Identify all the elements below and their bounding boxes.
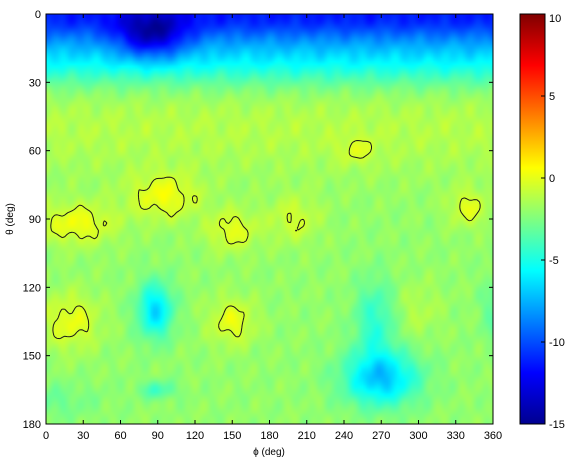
y-tick-label: 120 bbox=[23, 282, 41, 294]
x-tick-label: 60 bbox=[114, 430, 126, 442]
x-axis-label: ϕ (deg) bbox=[253, 447, 285, 458]
y-tick-label: 150 bbox=[23, 351, 41, 363]
y-tick-label: 90 bbox=[29, 214, 41, 226]
x-tick-label: 300 bbox=[409, 430, 427, 442]
x-axis: 0 30 60 90 120 150 180 210 240 270 300 330 360 bbox=[43, 14, 502, 442]
x-tick-label: 330 bbox=[447, 430, 465, 442]
heatmap-image bbox=[46, 14, 493, 424]
x-tick-label: 120 bbox=[186, 430, 204, 442]
x-tick-label: 240 bbox=[335, 430, 353, 442]
contour-lines bbox=[50, 140, 481, 340]
colorbar-tick-label: -15 bbox=[549, 419, 565, 431]
x-tick-label: 30 bbox=[77, 430, 89, 442]
colorbar-tick-label: -10 bbox=[549, 337, 565, 349]
y-tick-label: 30 bbox=[29, 77, 41, 89]
colorbar-tick-label: 0 bbox=[549, 173, 555, 185]
y-tick-label: 0 bbox=[35, 9, 41, 21]
x-tick-label: 0 bbox=[43, 430, 49, 442]
colorbar-tick-label: 5 bbox=[549, 91, 555, 103]
y-tick-label: 60 bbox=[29, 146, 41, 158]
colorbar-ticks: 10 5 0 -5 -10 -15 bbox=[541, 13, 565, 431]
x-tick-label: 210 bbox=[298, 430, 316, 442]
colorbar-tick-label: -5 bbox=[549, 255, 559, 267]
y-tick-label: 180 bbox=[23, 419, 41, 431]
colorbar bbox=[519, 13, 546, 425]
x-tick-label: 360 bbox=[484, 430, 502, 442]
x-tick-label: 150 bbox=[223, 430, 241, 442]
y-axis-label: θ (deg) bbox=[5, 203, 16, 235]
x-tick-label: 90 bbox=[152, 430, 164, 442]
colorbar-tick-label: 10 bbox=[549, 13, 561, 25]
x-tick-label: 270 bbox=[372, 430, 390, 442]
y-axis: 0 30 60 90 120 150 180 bbox=[23, 9, 493, 431]
contour-path bbox=[50, 140, 481, 340]
x-tick-label: 180 bbox=[260, 430, 278, 442]
